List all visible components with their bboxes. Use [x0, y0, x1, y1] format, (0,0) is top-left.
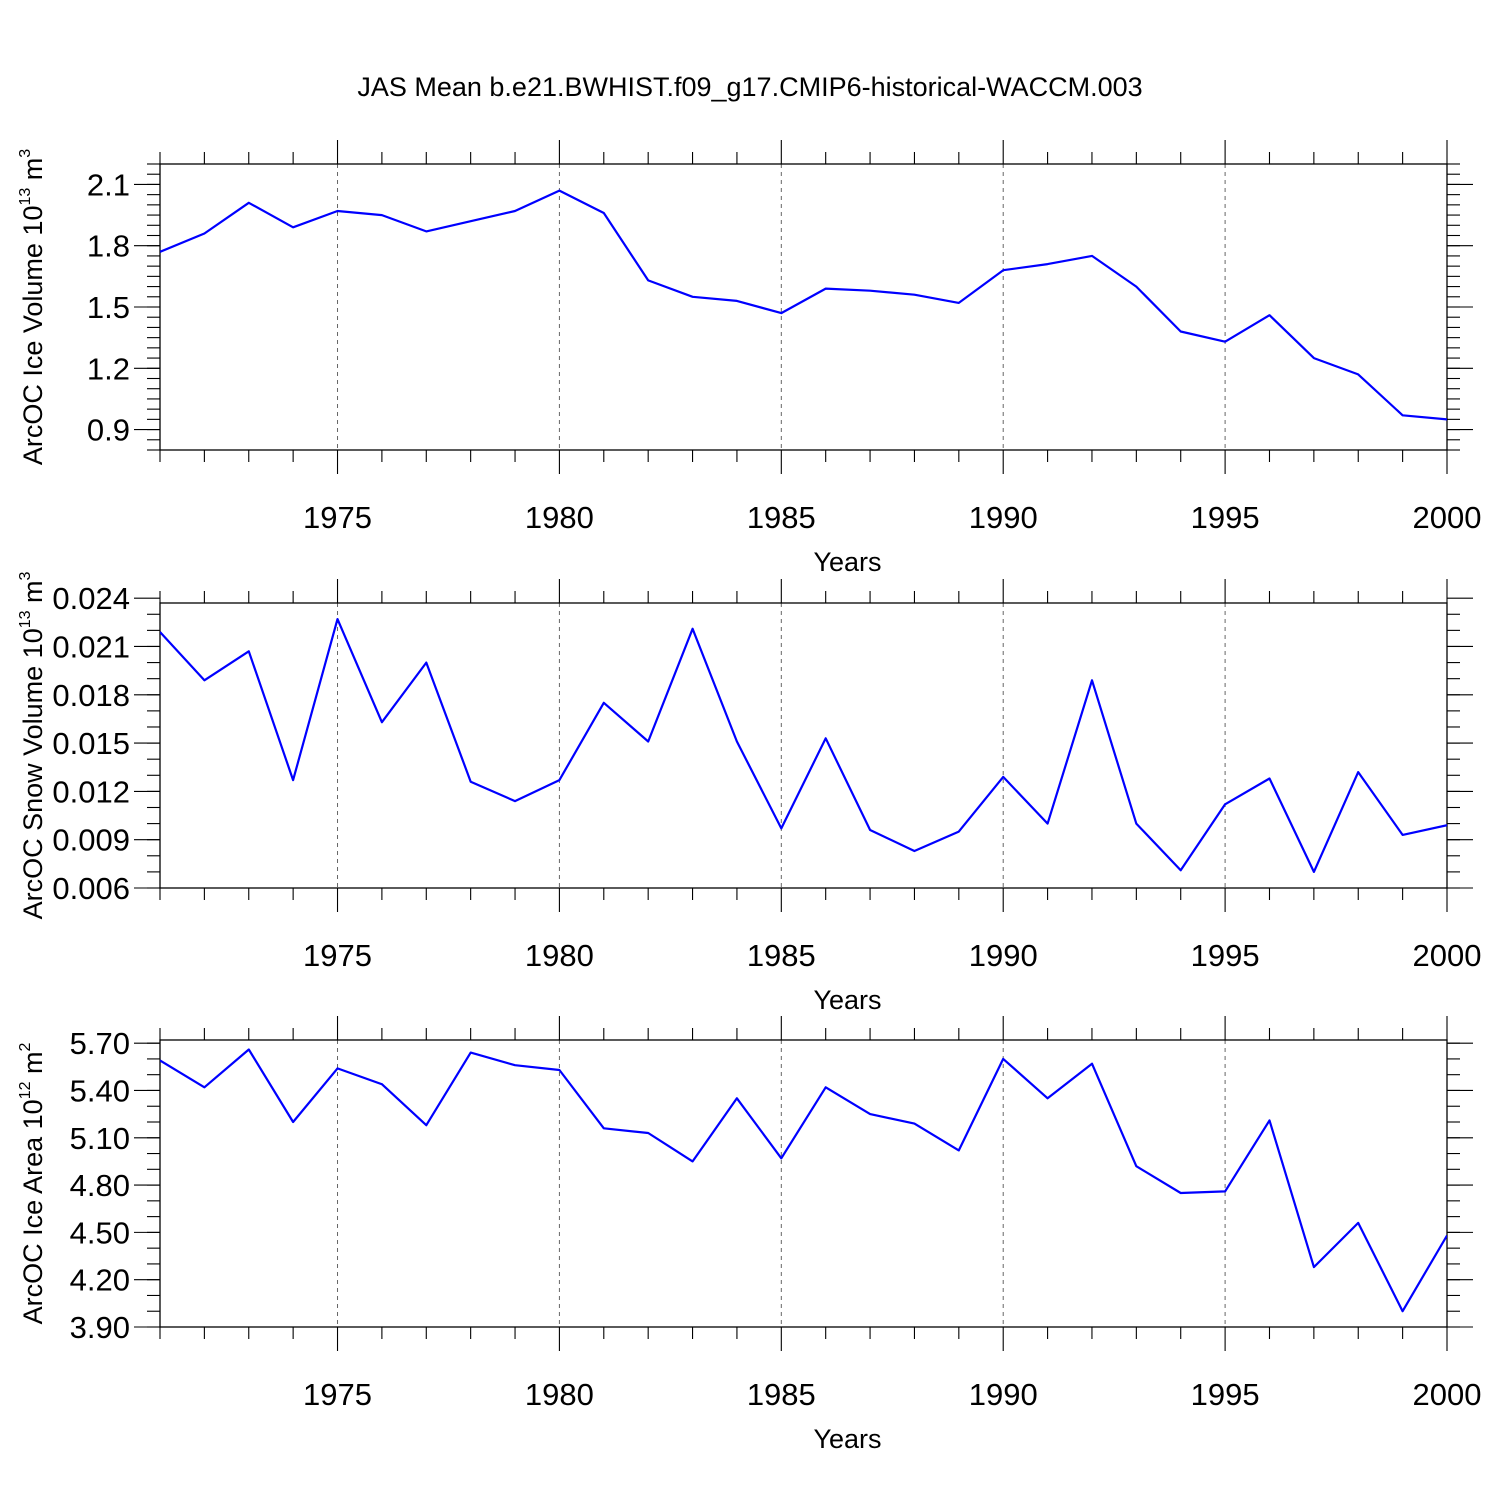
panel-snow-volume: 1975 1980 1985 1990 1995 2000 0.006 0.009 0.012 0… — [17, 571, 1481, 1015]
y-tick-label: 1.5 — [87, 290, 130, 325]
x-tick-label: 1995 — [1191, 938, 1260, 973]
x-tick-label: 1980 — [525, 938, 594, 973]
y-tick-label: 0.015 — [52, 726, 130, 761]
x-tick-label: 1990 — [969, 1377, 1038, 1412]
series-line-snow-volume — [160, 617, 1447, 874]
y-tick-label: 0.012 — [52, 774, 130, 809]
x-tick-label: 1980 — [525, 500, 594, 535]
plot-frame — [159, 163, 1448, 451]
plot-frame — [159, 602, 1448, 889]
x-tick-label: 1990 — [969, 938, 1038, 973]
x-tick-label: 1980 — [525, 1377, 594, 1412]
y-tick-label: 5.40 — [70, 1073, 130, 1108]
y-axis-title: ArcOC Snow Volume 1013 m3 — [17, 571, 48, 919]
x-axis-title: Years — [813, 547, 881, 577]
y-tick-label: 0.018 — [52, 678, 130, 713]
y-axis-title: ArcOC Ice Area 1012 m2 — [17, 1043, 48, 1325]
x-tick-label: 1975 — [303, 938, 372, 973]
y-tick-label: 0.006 — [52, 871, 130, 906]
panel-ice-volume: 1975 1980 1985 1990 1995 2000 0.9 1.2 1.5 1.8 2.1 Y… — [17, 140, 1481, 577]
y-tick-label: 1.8 — [87, 229, 130, 264]
panel-ice-area: 1975 1980 1985 1990 1995 2000 3.90 4.20 4.50 4.80… — [17, 1016, 1481, 1454]
x-tick-label: 1985 — [747, 500, 816, 535]
x-tick-label: 2000 — [1413, 500, 1482, 535]
series-line-ice-area — [160, 1048, 1447, 1313]
x-axis-title: Years — [813, 985, 881, 1015]
x-tick-label: 1995 — [1191, 1377, 1260, 1412]
x-tick-label: 1975 — [303, 1377, 372, 1412]
x-tick-label: 1975 — [303, 500, 372, 535]
y-tick-label: 2.1 — [87, 167, 130, 202]
y-tick-label: 4.80 — [70, 1168, 130, 1203]
x-tick-label: 1995 — [1191, 500, 1260, 535]
x-tick-label: 1985 — [747, 938, 816, 973]
x-tick-label: 2000 — [1413, 1377, 1482, 1412]
y-tick-label: 4.20 — [70, 1263, 130, 1298]
y-tick-label: 0.9 — [87, 413, 130, 448]
x-axis-title: Years — [813, 1424, 881, 1454]
y-tick-label: 0.009 — [52, 823, 130, 858]
y-tick-label: 1.2 — [87, 351, 130, 386]
chart-title: JAS Mean b.e21.BWHIST.f09_g17.CMIP6-hist… — [357, 72, 1142, 102]
x-tick-label: 1990 — [969, 500, 1038, 535]
y-tick-label: 4.50 — [70, 1215, 130, 1250]
y-tick-label: 3.90 — [70, 1310, 130, 1345]
y-tick-label: 0.024 — [52, 581, 130, 616]
series-line-ice-volume — [160, 189, 1447, 421]
y-tick-label: 5.70 — [70, 1026, 130, 1061]
y-axis-title: ArcOC Ice Volume 1013 m3 — [17, 149, 48, 465]
x-tick-label: 1985 — [747, 1377, 816, 1412]
plot-frame — [159, 1039, 1448, 1328]
y-tick-label: 0.021 — [52, 629, 130, 664]
x-tick-label: 2000 — [1413, 938, 1482, 973]
y-tick-label: 5.10 — [70, 1121, 130, 1156]
